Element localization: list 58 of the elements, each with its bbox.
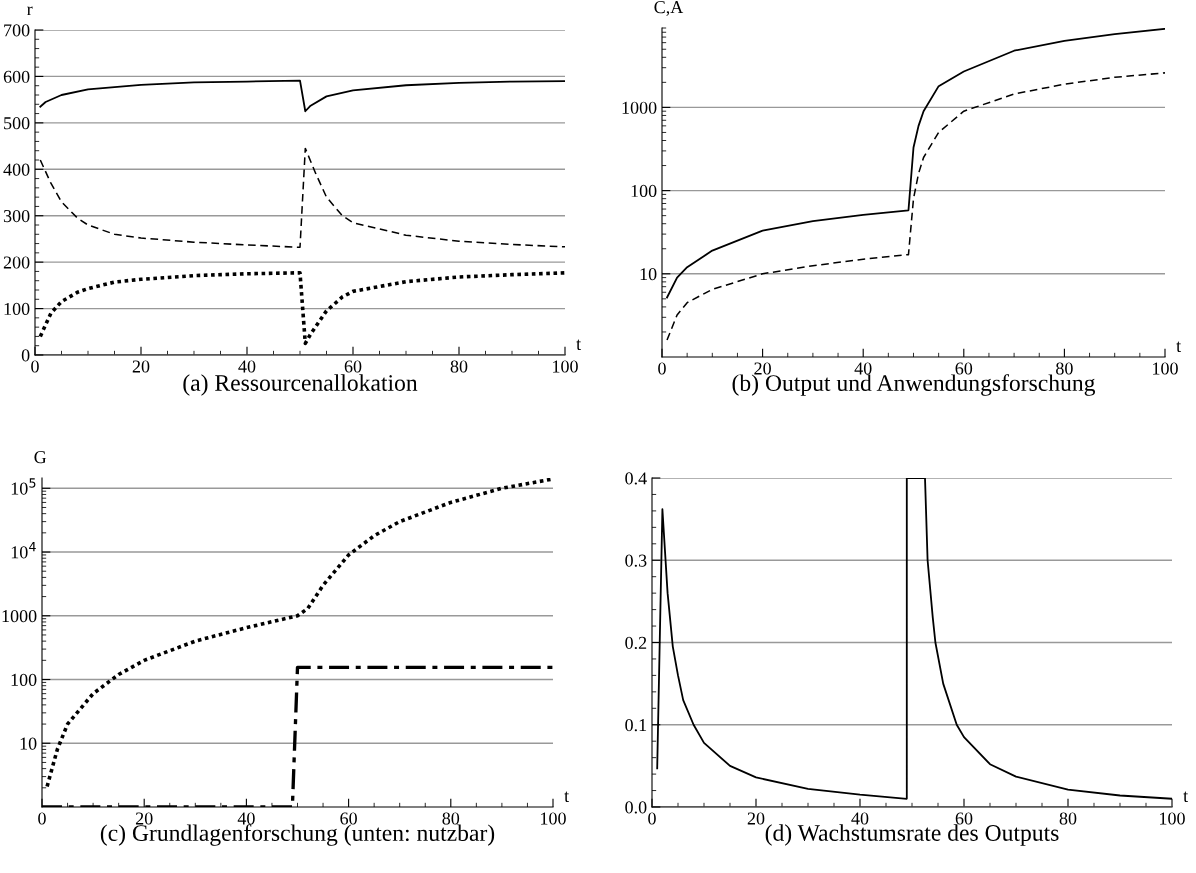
x-tick-label: 100: [553, 360, 578, 373]
y-tick-label: 0.2: [625, 636, 647, 650]
y-axis-title: G: [34, 451, 47, 464]
y-tick-label: 500: [4, 117, 30, 130]
x-tick-label: 60: [344, 360, 362, 373]
x-tick-label: 60: [955, 362, 973, 375]
y-tick-label: 200: [3, 256, 30, 269]
y-tick-label: 1000: [622, 101, 657, 114]
y-tick-label: 10$^{4}$: [11, 542, 36, 559]
x-tick-label: 80: [450, 360, 468, 373]
x-tick-label: 20: [135, 812, 153, 825]
y-tick-label: 0.1: [625, 719, 647, 732]
x-tick-label: 20: [754, 362, 771, 375]
x-axis-title: t: [1183, 791, 1189, 802]
y-tick-label: 1000: [2, 610, 37, 623]
y-tick-label: 600: [3, 70, 30, 83]
x-tick-label: 20: [747, 812, 765, 825]
y-tick-label: 700: [4, 24, 30, 37]
x-tick-label: 80: [1059, 812, 1077, 825]
y-tick-label: 10$^{5}$: [11, 478, 36, 495]
y-tick-label: 400: [3, 163, 30, 176]
x-tick-label: 100: [1153, 362, 1178, 375]
x-tick-label: 40: [854, 362, 872, 375]
y-tick-label: 10: [20, 737, 37, 750]
x-tick-label: 40: [237, 812, 255, 825]
x-tick-label: 60: [340, 812, 357, 825]
y-tick-label: 100: [11, 673, 37, 686]
y-axis-title: C,A: [654, 1, 684, 16]
x-tick-label: 100: [1160, 812, 1185, 825]
text: (b) Output und Anwendungsforschung: [732, 374, 1096, 396]
y-tick-label: 0.4: [625, 472, 647, 485]
y-tick-label: 0.3: [625, 554, 647, 567]
y-tick-label: 300: [3, 209, 30, 223]
x-tick-label: 60: [955, 812, 973, 825]
x-tick-label: 80: [1056, 362, 1073, 375]
text: (d) Wachstumsrate des Outputs: [765, 824, 1059, 846]
x-tick-label: 0: [38, 812, 46, 825]
y-tick-label: 0: [21, 349, 30, 362]
line-series: [45, 478, 553, 789]
line-series: [666, 72, 1165, 341]
x-tick-label: 40: [238, 360, 256, 373]
x-axis-title: t: [564, 791, 570, 802]
line-series: [38, 271, 565, 346]
y-tick-label: 0.0: [625, 801, 647, 814]
x-tick-label: 100: [541, 812, 566, 825]
x-tick-label: 0: [658, 362, 666, 375]
y-tick-label: 100: [4, 302, 30, 316]
line-series: [39, 147, 565, 249]
x-axis-title: t: [1176, 341, 1182, 352]
x-axis-title: t: [576, 339, 582, 350]
y-tick-label: 100: [631, 184, 657, 198]
x-tick-label: 80: [442, 812, 460, 825]
text: (a) Ressourcenallokation: [183, 374, 418, 396]
x-tick-label: 20: [132, 360, 150, 373]
x-tick-label: 40: [851, 812, 869, 825]
text: (c) Grundlagenforschung (unten: nutzbar): [100, 824, 495, 846]
y-axis-title: r: [27, 6, 33, 16]
y-tick-label: 10: [640, 268, 657, 281]
